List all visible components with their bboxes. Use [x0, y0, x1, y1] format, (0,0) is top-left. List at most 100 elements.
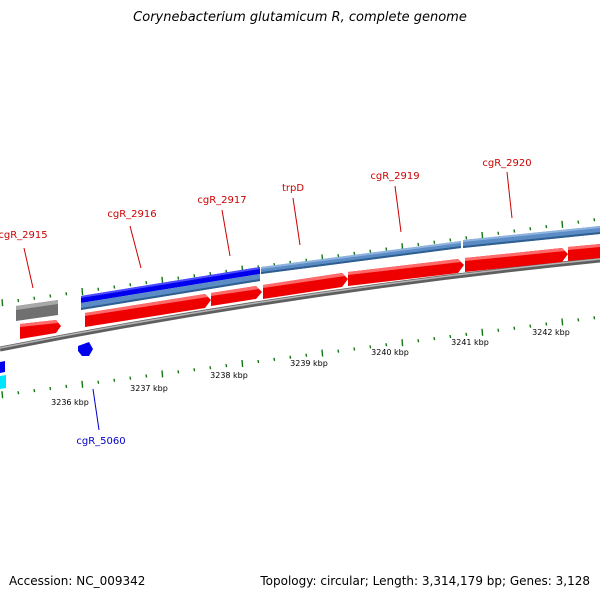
genome-title: Corynebacterium glutamicum R, complete g…: [133, 10, 467, 25]
minor-tick: [577, 220, 580, 224]
major-tick: [161, 276, 164, 284]
minor-tick: [593, 316, 596, 320]
genome-summary-text: Topology: circular; Length: 3,314,179 bp…: [260, 574, 590, 588]
major-tick: [321, 349, 324, 357]
pseudogene-block: [16, 300, 58, 321]
minor-tick: [177, 276, 180, 280]
major-tick: [481, 328, 484, 336]
minor-tick: [273, 357, 276, 362]
minor-tick: [433, 240, 436, 244]
minor-tick: [385, 343, 388, 347]
major-tick: [561, 318, 564, 326]
minor-tick: [529, 324, 532, 328]
major-tick: [241, 359, 244, 368]
cds-arrow-cgR_2919: [348, 259, 464, 286]
minor-tick: [369, 249, 372, 253]
minor-tick: [97, 287, 100, 291]
minor-tick: [225, 269, 228, 274]
minor-tick: [145, 280, 148, 285]
forward-cds-track: [20, 244, 600, 339]
gene-label-cgR_2915[interactable]: cgR_2915: [0, 230, 48, 241]
gene-track-band: [81, 226, 600, 310]
minor-tick: [257, 359, 260, 364]
reverse-cds-edge: [0, 361, 5, 373]
gene-leader-lines: [23, 171, 513, 431]
minor-tick: [577, 318, 580, 322]
minor-tick: [353, 347, 356, 351]
minor-tick: [129, 283, 132, 287]
accession-text: Accession: NC_009342: [9, 574, 146, 588]
minor-tick: [225, 363, 228, 368]
scale-label-3241: 3241 kbp: [451, 338, 489, 347]
scale-label-3239: 3239 kbp: [290, 359, 328, 368]
cds-arrow-trpD: [263, 273, 348, 299]
minor-tick: [337, 254, 340, 258]
major-tick: [1, 391, 4, 399]
minor-tick: [513, 229, 516, 233]
minor-tick: [465, 236, 468, 240]
minor-tick: [513, 326, 516, 330]
minor-tick: [497, 328, 500, 332]
minor-tick: [385, 247, 388, 251]
minor-tick: [289, 355, 292, 359]
genome-backbone: [0, 257, 600, 352]
major-tick: [1, 299, 4, 307]
gene-label-trpD[interactable]: trpD: [282, 183, 304, 194]
minor-tick: [97, 380, 100, 384]
minor-tick: [337, 349, 340, 353]
scale-label-3240: 3240 kbp: [371, 348, 409, 357]
minor-tick: [113, 285, 116, 289]
minor-tick: [545, 322, 548, 326]
minor-tick: [193, 368, 196, 372]
minor-tick: [497, 231, 500, 235]
minor-tick: [33, 296, 36, 300]
cds-arrow-cgR_2920: [465, 248, 568, 272]
scale-label-3237: 3237 kbp: [130, 384, 168, 393]
minor-tick: [113, 378, 116, 382]
minor-tick: [353, 251, 356, 256]
minor-tick: [417, 339, 420, 343]
gene-label-cgR_2916[interactable]: cgR_2916: [107, 209, 156, 220]
minor-tick: [65, 292, 68, 296]
minor-tick: [433, 336, 436, 341]
major-tick: [561, 220, 564, 228]
minor-tick: [369, 345, 372, 349]
gene-label-cgR_2920[interactable]: cgR_2920: [482, 158, 531, 169]
rna-feature-edge: [0, 375, 6, 389]
minor-tick: [17, 298, 20, 303]
gene-label-cgR_2919[interactable]: cgR_2919: [370, 171, 419, 182]
scale-label-3236: 3236 kbp: [51, 398, 89, 407]
minor-tick: [449, 334, 452, 339]
minor-tick: [65, 384, 68, 389]
minor-tick: [529, 227, 532, 231]
cds-arrow-cgR_2916: [85, 294, 211, 327]
minor-tick: [417, 242, 420, 247]
minor-tick: [593, 218, 596, 222]
minor-tick: [449, 238, 452, 242]
scale-labels: 3236 kbp 3237 kbp 3238 kbp 3239 kbp 3240…: [51, 328, 570, 407]
major-tick: [161, 370, 164, 378]
minor-tick: [145, 374, 148, 378]
scale-label-3238: 3238 kbp: [210, 371, 248, 380]
major-tick: [401, 339, 404, 347]
gene-label-cgR_5060[interactable]: cgR_5060: [76, 436, 125, 447]
minor-tick: [33, 388, 36, 393]
major-tick: [481, 231, 484, 240]
major-tick: [81, 287, 84, 296]
minor-tick: [209, 271, 212, 276]
minor-tick: [193, 274, 196, 278]
scale-label-3242: 3242 kbp: [532, 328, 570, 337]
gene-label-cgR_2917[interactable]: cgR_2917: [197, 195, 246, 206]
major-tick: [81, 380, 84, 388]
minor-tick: [545, 224, 548, 229]
minor-tick: [17, 391, 20, 395]
minor-tick: [129, 376, 132, 380]
inner-tick-ring: [1, 316, 596, 399]
minor-tick: [49, 294, 52, 298]
cds-arrow-cgR_2917: [211, 286, 262, 306]
gene-labels: cgR_2915 cgR_2916 cgR_2917 trpD cgR_2919…: [0, 158, 532, 447]
minor-tick: [49, 386, 52, 391]
minor-tick: [305, 353, 308, 357]
